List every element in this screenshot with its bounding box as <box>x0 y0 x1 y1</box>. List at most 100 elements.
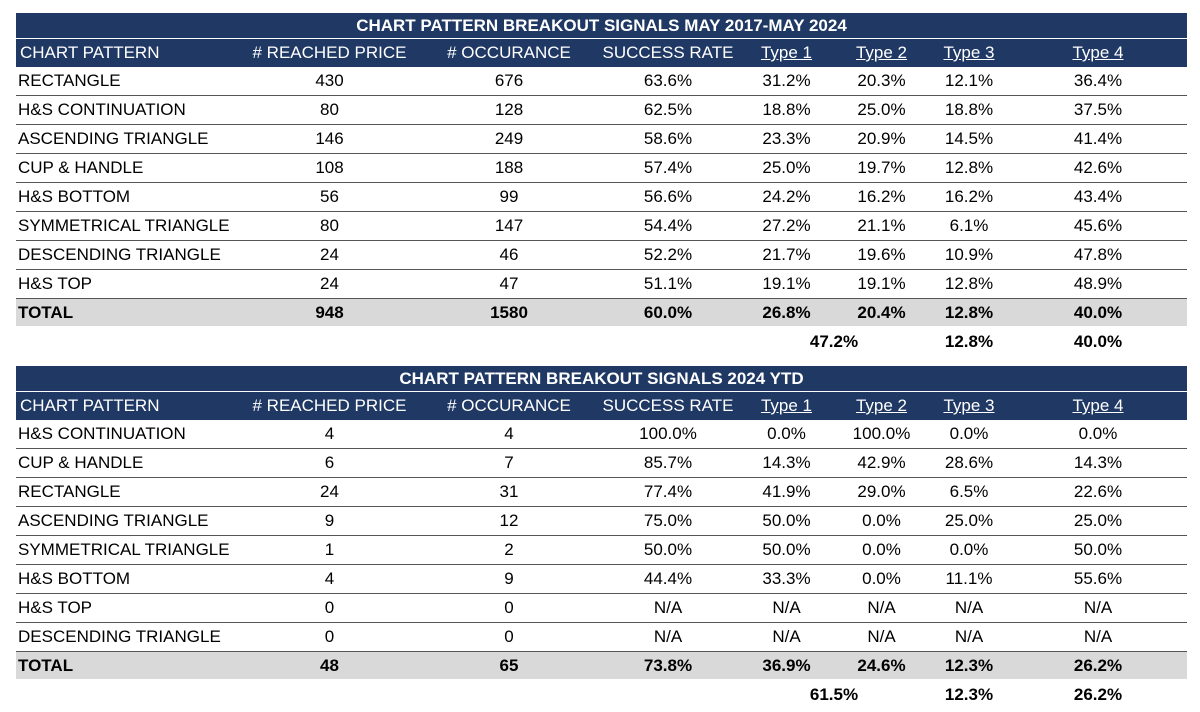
pattern-name-cell: ASCENDING TRIANGLE <box>18 511 209 530</box>
value-cell: 29.0% <box>857 482 906 501</box>
value-cell: 6.5% <box>949 482 989 501</box>
total-value-cell: 12.8% <box>944 303 994 322</box>
value-cell: 430 <box>315 71 344 90</box>
value-cell: 20.9% <box>857 129 906 148</box>
pattern-name-cell: SYMMETRICAL TRIANGLE <box>18 540 230 559</box>
pattern-name-cell: RECTANGLE <box>18 71 121 90</box>
value-cell: 80 <box>320 100 339 119</box>
value-cell: 54.4% <box>643 216 693 235</box>
table-row: SYMMETRICAL TRIANGLE 1 2 50.0% 50.0% 0.0% 0.0%… <box>16 536 1187 565</box>
value-cell: 25.0% <box>944 511 994 530</box>
value-cell: N/A <box>954 627 984 646</box>
type1-type2-combined: 61.5% <box>809 685 859 704</box>
pattern-name-cell: ASCENDING TRIANGLE <box>18 129 209 148</box>
value-cell: 14.3% <box>762 453 811 472</box>
value-cell: 43.4% <box>1073 187 1123 206</box>
value-cell: 188 <box>494 158 524 177</box>
type4-combined: 40.0% <box>1073 332 1123 351</box>
column-header: # REACHED PRICE OBJ <box>252 396 407 443</box>
value-cell: 33.3% <box>762 569 811 588</box>
value-cell: 41.4% <box>1073 129 1123 148</box>
header-row: CHART PATTERN # REACHED PRICE OBJ # OCCURA… <box>16 39 1187 90</box>
total-value-cell: 948 <box>315 303 344 322</box>
value-cell: 63.6% <box>643 71 693 90</box>
pattern-name-cell: H&S TOP <box>18 598 93 617</box>
pattern-name-cell: H&S BOTTOM <box>18 569 131 588</box>
column-header: # REACHED PRICE OBJ <box>252 43 407 90</box>
column-header: Type 2 <box>855 43 908 62</box>
value-cell: 24 <box>320 482 339 501</box>
value-cell: 28.6% <box>944 453 994 472</box>
value-cell: 46 <box>499 245 519 264</box>
table-row: DESCENDING TRIANGLE 0 0 N/A N/A N/A N/A N/A <box>16 623 1187 652</box>
value-cell: 25.0% <box>762 158 811 177</box>
value-cell: 24 <box>320 245 339 264</box>
value-cell: 7 <box>504 453 514 472</box>
value-cell: 77.4% <box>643 482 693 501</box>
value-cell: N/A <box>772 598 801 617</box>
value-cell: 11.1% <box>945 569 993 588</box>
total-value-cell: 26.2% <box>1073 656 1123 675</box>
total-value-cell: 26.8% <box>762 303 811 322</box>
value-cell: 50.0% <box>762 540 811 559</box>
table-row: RECTANGLE 24 31 77.4% 41.9% 29.0% 6.5% 22.6% <box>16 478 1187 507</box>
total-value-cell: 73.8% <box>643 656 693 675</box>
value-cell: 55.6% <box>1073 569 1123 588</box>
value-cell: 48.9% <box>1073 274 1123 293</box>
value-cell: 37.5% <box>1073 100 1123 119</box>
value-cell: 0.0% <box>862 569 901 588</box>
value-cell: 21.1% <box>857 216 906 235</box>
value-cell: 19.1% <box>857 274 906 293</box>
column-header: Type 3 <box>943 396 995 415</box>
total-value-cell: 65 <box>499 656 519 675</box>
type3-combined: 12.8% <box>944 332 994 351</box>
pattern-name-cell: RECTANGLE <box>18 482 121 501</box>
column-header: CHART PATTERN <box>20 43 160 62</box>
value-cell: 52.2% <box>643 245 693 264</box>
value-cell: 62.5% <box>643 100 693 119</box>
value-cell: 51.1% <box>643 274 693 293</box>
value-cell: 42.6% <box>1073 158 1123 177</box>
column-header: Type 1 <box>760 43 813 62</box>
value-cell: 4 <box>324 424 335 443</box>
table-row: H&S BOTTOM 56 99 56.6% 24.2% 16.2% 16.2% 43.4% <box>16 183 1187 212</box>
total-label: TOTAL <box>18 656 74 675</box>
pattern-name-cell: H&S TOP <box>18 274 93 293</box>
table-row: H&S TOP 0 0 N/A N/A N/A N/A N/A <box>16 594 1187 623</box>
value-cell: 16.2% <box>857 187 906 206</box>
value-cell: 22.6% <box>1073 482 1123 501</box>
value-cell: 12.8% <box>944 158 994 177</box>
value-cell: 85.7% <box>643 453 693 472</box>
value-cell: 16.2% <box>944 187 994 206</box>
value-cell: 0 <box>324 627 335 646</box>
table-row: H&S CONTINUATION 80 128 62.5% 18.8% 25.0% 18.8… <box>16 96 1187 125</box>
value-cell: 41.9% <box>762 482 811 501</box>
table-row: CUP & HANDLE 108 188 57.4% 25.0% 19.7% 12.8% 42… <box>16 154 1187 183</box>
value-cell: 10.9% <box>944 245 994 264</box>
total-value-cell: 48 <box>320 656 339 675</box>
pattern-name-cell: DESCENDING TRIANGLE <box>18 245 221 264</box>
column-header: Type 1 <box>760 396 813 415</box>
value-cell: N/A <box>867 598 896 617</box>
column-header: SUCCESS RATE <box>602 396 734 415</box>
value-cell: 80 <box>320 216 339 235</box>
value-cell: 44.4% <box>643 569 693 588</box>
value-cell: 9 <box>324 511 335 530</box>
column-header: Type 3 <box>943 43 995 62</box>
value-cell: 47 <box>499 274 519 293</box>
value-cell: 50.0% <box>762 511 811 530</box>
combined-rate-row: 47.2% 12.8% 40.0% <box>16 326 1187 357</box>
column-header: Type 4 <box>1072 396 1124 415</box>
value-cell: 9 <box>504 569 514 588</box>
value-cell: 14.3% <box>1073 453 1123 472</box>
column-header: Type 4 <box>1072 43 1124 62</box>
value-cell: 24 <box>320 274 339 293</box>
column-header: # OCCURANCE <box>447 396 571 415</box>
value-cell: 24.2% <box>762 187 811 206</box>
pattern-name-cell: CUP & HANDLE <box>18 453 144 472</box>
value-cell: 21.7% <box>762 245 811 264</box>
value-cell: 19.1% <box>762 274 811 293</box>
value-cell: 0.0% <box>767 424 806 443</box>
pattern-name-cell: SYMMETRICAL TRIANGLE <box>18 216 230 235</box>
value-cell: 0 <box>504 598 514 617</box>
